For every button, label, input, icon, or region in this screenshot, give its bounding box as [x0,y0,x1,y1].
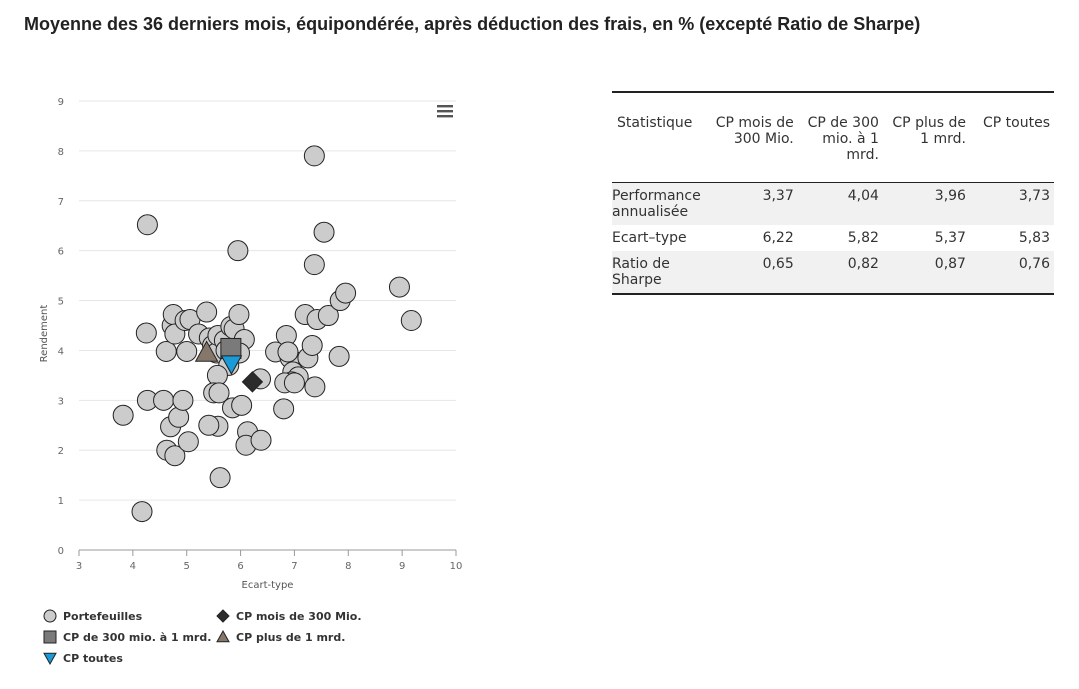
portfolio-point [303,254,325,276]
header-cp-medium: CP de 300 mio. à 1 mrd. [797,92,883,183]
x-tick-label: 3 [76,561,82,572]
portfolio-point [304,376,326,398]
portfolio-point [283,372,305,394]
portfolio-point [388,276,410,298]
legend-marker-circle [43,609,57,623]
table-cell: 5,37 [934,230,966,246]
y-tick-label: 8 [58,147,64,158]
x-tick-label: 5 [184,561,190,572]
x-tick-label: 10 [450,561,463,572]
portfolio-point [153,389,175,411]
table-row: Ratio de Sharpe 0,65 0,82 0,87 0,76 [612,251,1054,295]
x-tick-label: 9 [399,561,405,572]
y-tick-label: 6 [58,247,64,258]
x-tick-label: 8 [345,561,351,572]
cp-triangle-down-point [220,355,243,375]
header-statistique: Statistique [612,92,707,183]
y-tick-label: 2 [58,446,64,457]
page-title: Moyenne des 36 derniers mois, équipondér… [24,14,921,34]
legend-label: CP mois de 300 Mio. [236,610,362,623]
table-cell: 0,87 [882,251,970,295]
portfolio-point [164,445,186,467]
table-header-row: Statistique CP mois de 300 Mio. CP de 30… [612,92,1054,183]
y-tick-label: 3 [58,396,64,407]
portfolio-point [112,404,134,426]
axes: 0 1 2 3 4 5 6 7 8 9 3 4 5 6 7 8 9 10 Ecart-type Rendement [39,97,462,591]
table-row: Performance annualisée 3,37 4,04 3,96 3,… [612,182,1054,225]
portfolio-point [136,214,158,236]
x-tick-label: 4 [130,561,136,572]
portfolio-point [328,345,350,367]
portfolio-point [335,282,357,304]
header-cp-small: CP mois de 300 Mio. [706,92,798,183]
x-axis-title: Ecart-type [242,580,294,591]
cp-triangle-up-point [194,340,219,362]
legend-marker-diamond [216,609,230,623]
portfolio-point [176,340,198,362]
y-axis-title: Rendement [39,305,50,363]
table-cell: 5,82 [847,230,879,246]
y-tick-label: 1 [58,496,64,507]
y-tick-label: 9 [58,97,64,108]
portfolio-point [277,341,299,363]
table-cell: 0,65 [706,251,798,295]
portfolio-point [131,501,153,523]
legend-marker-triangle-down [43,652,57,666]
table-cell: 0,82 [797,251,883,295]
x-tick-label: 7 [291,561,297,572]
portfolio-point [313,221,335,243]
legend-label: CP toutes [63,652,123,665]
legend-marker-square [43,630,57,644]
y-tick-label: 5 [58,297,64,308]
portfolio-point [172,389,194,411]
data-points [112,145,422,523]
portfolio-point [250,429,272,451]
chart-legend: Portefeuilles CP mois de 300 Mio. CP de 30… [43,609,362,666]
row-label: Ecart–type [612,230,687,246]
y-tick-label: 0 [58,546,64,557]
y-tick-label: 7 [58,197,64,208]
table-cell: 6,22 [762,230,794,246]
table-cell: 3,73 [1018,188,1050,204]
row-label: Ratio de Sharpe [612,251,707,295]
portfolio-point [196,301,218,323]
portfolio-point [177,431,199,453]
portfolio-point [317,305,339,327]
table-cell: 0,76 [969,251,1054,295]
portfolio-point [227,240,249,262]
portfolio-point [135,322,157,344]
portfolio-point [400,310,422,332]
portfolio-point [208,382,230,404]
portfolio-point [301,334,323,356]
cp-diamond-point [241,371,264,393]
table-cell: 4,04 [847,188,879,204]
table-cell: 5,83 [1018,230,1050,246]
x-tick-label: 6 [237,561,243,572]
portfolio-point [155,340,177,362]
portfolio-point [273,398,295,420]
portfolio-point [206,364,228,386]
statistics-table: Statistique CP mois de 300 Mio. CP de 30… [612,91,1054,295]
legend-label: Portefeuilles [63,610,143,623]
row-label: Performance annualisée [612,188,701,220]
header-cp-large: CP plus de 1 mrd. [882,92,970,183]
table-row: Ecart–type 6,22 5,82 5,37 5,83 [612,225,1054,251]
table-cell: 3,37 [762,188,794,204]
portfolio-point [209,467,231,489]
legend-marker-triangle-up [216,629,230,643]
portfolio-point [228,304,250,326]
portfolio-point [231,394,253,416]
legend-label: CP plus de 1 mrd. [236,631,345,644]
y-tick-label: 4 [58,346,64,357]
portfolio-point [303,145,325,167]
hamburger-menu-icon[interactable] [434,101,456,123]
portfolio-point [198,414,220,436]
legend-label: CP de 300 mio. à 1 mrd. [63,631,211,644]
header-cp-all: CP toutes [969,92,1054,183]
table-cell: 3,96 [934,188,966,204]
